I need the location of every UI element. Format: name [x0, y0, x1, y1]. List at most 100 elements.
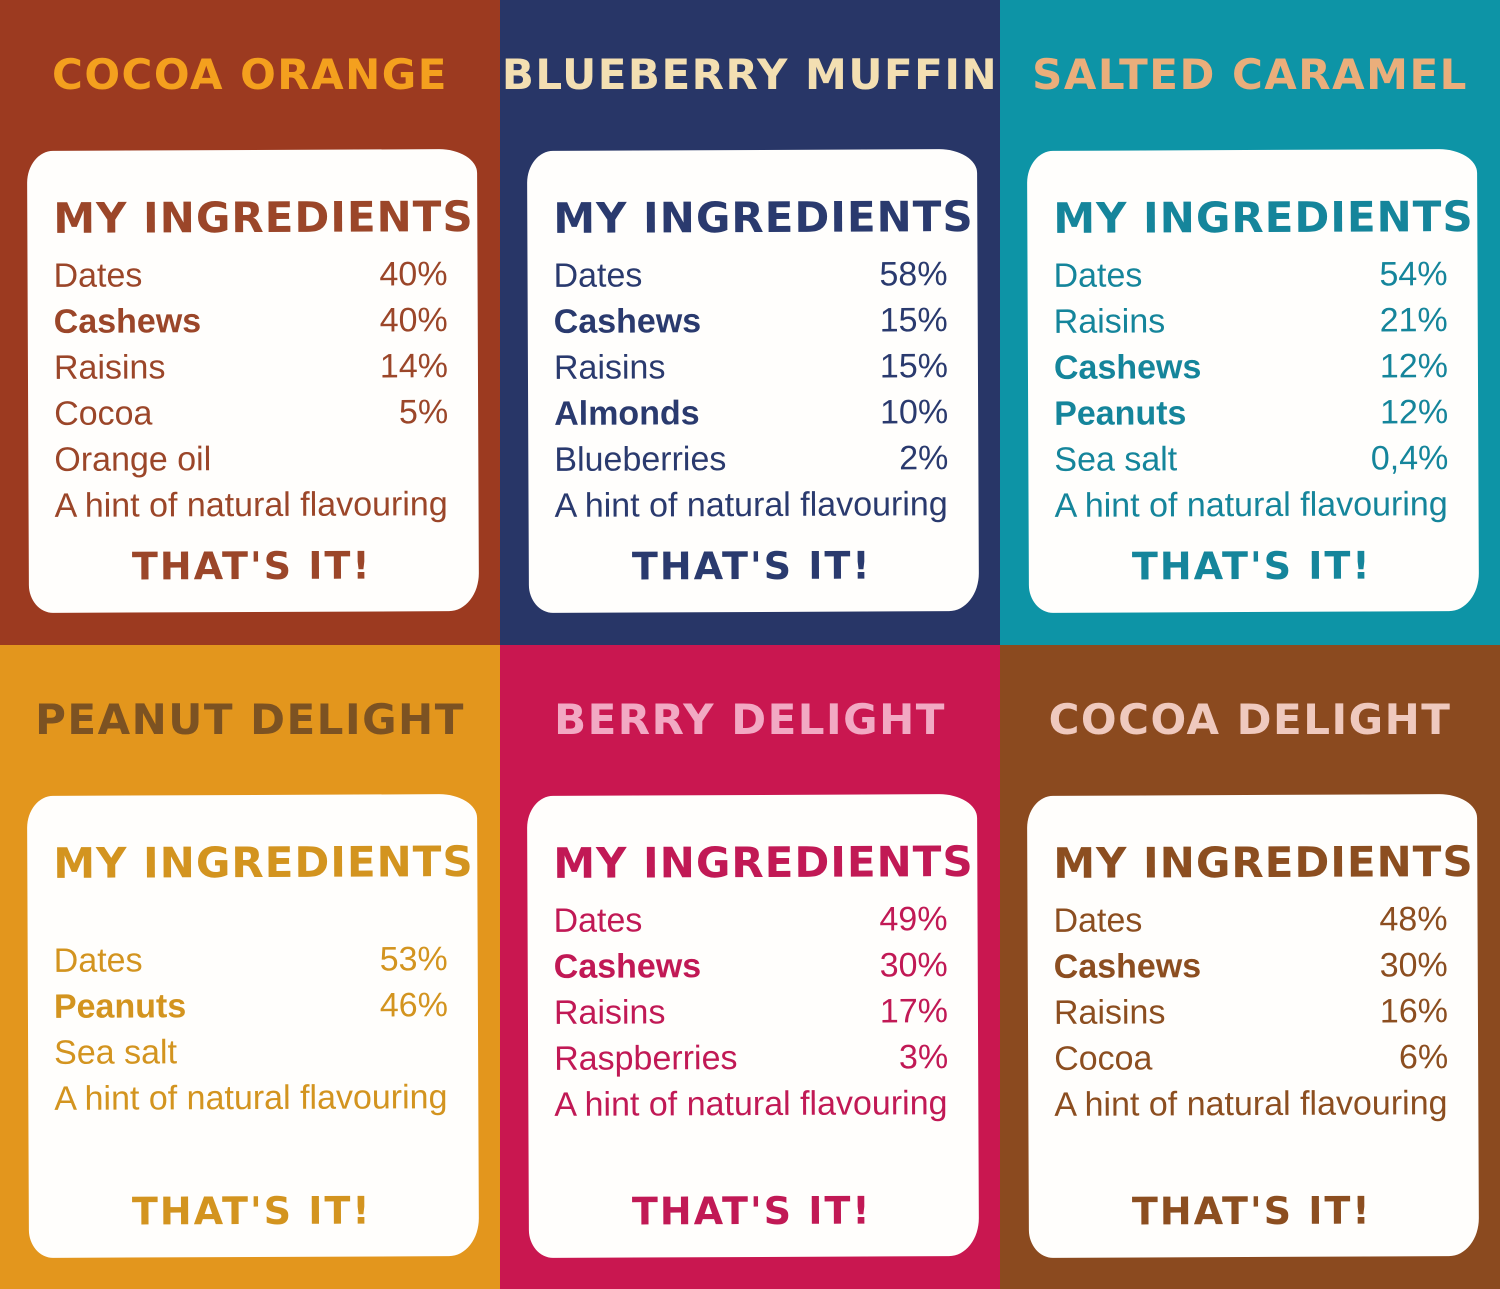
ingredient-row: Cashews 12% — [1054, 343, 1448, 391]
flavor-title: SALTED CARAMEL — [1032, 50, 1468, 99]
heading-gap — [53, 896, 447, 938]
ingredients-card: MY INGREDIENTS Dates 54% Raisins 21% Cas… — [1026, 149, 1480, 613]
ingredient-amount: 54% — [1379, 255, 1448, 294]
ingredient-name: Orange oil — [54, 440, 212, 480]
ingredient-row: Peanuts 12% — [1054, 389, 1448, 437]
ingredient-amount: 30% — [1379, 945, 1448, 985]
ingredient-row: A hint of natural flavouring — [554, 481, 948, 529]
ingredient-row: A hint of natural flavouring — [1054, 481, 1448, 529]
ingredient-name: Cashews — [53, 302, 202, 342]
ingredient-amount: 15% — [879, 301, 948, 340]
ingredient-row: A hint of natural flavouring — [54, 1074, 448, 1122]
closing-text: THAT'S IT! — [131, 1188, 372, 1234]
flavor-title: PEANUT DELIGHT — [35, 694, 465, 744]
ingredient-row: Dates 53% — [54, 936, 448, 984]
ingredient-row: Dates 48% — [1053, 896, 1447, 944]
ingredient-list: Dates 49% Cashews 30% Raisins 17% Raspbe… — [553, 896, 948, 1128]
flavor-panel-peanut-delight: PEANUT DELIGHT MY INGREDIENTS Dates 53% … — [0, 644, 500, 1289]
ingredient-row: Peanuts 46% — [54, 982, 448, 1030]
ingredient-list: Dates 54% Raisins 21% Cashews 12% Peanut… — [1053, 251, 1448, 529]
ingredient-name: Cocoa — [54, 394, 153, 434]
closing-text: THAT'S IT! — [631, 1188, 872, 1234]
closing-text: THAT'S IT! — [631, 543, 872, 589]
ingredient-name: Almonds — [554, 394, 700, 434]
ingredients-heading: MY INGREDIENTS — [553, 836, 974, 888]
ingredient-row: Orange oil — [54, 435, 448, 483]
ingredient-row: Dates 40% — [53, 251, 447, 299]
ingredient-amount: 48% — [1379, 899, 1448, 939]
ingredient-row: A hint of natural flavouring — [554, 1080, 948, 1128]
ingredient-name: Dates — [1053, 256, 1143, 296]
ingredient-amount: 49% — [879, 899, 948, 939]
ingredient-row: Raisins 15% — [554, 343, 948, 391]
ingredient-name: Dates — [53, 256, 143, 296]
ingredient-amount: 21% — [1379, 301, 1448, 340]
ingredient-amount: 12% — [1379, 393, 1449, 432]
ingredient-amount: 17% — [879, 991, 949, 1031]
closing-text: THAT'S IT! — [1131, 543, 1372, 589]
ingredient-row: Cashews 15% — [554, 297, 948, 345]
ingredient-amount: 10% — [879, 393, 949, 432]
ingredient-amount: 53% — [379, 939, 448, 979]
ingredient-row: A hint of natural flavouring — [54, 481, 448, 529]
ingredient-name: A hint of natural flavouring — [1054, 485, 1448, 526]
ingredient-row: Raisins 17% — [554, 988, 948, 1036]
ingredient-amount: 3% — [898, 1037, 949, 1077]
ingredient-name: Peanuts — [53, 987, 187, 1026]
ingredient-row: Raspberries 3% — [554, 1034, 948, 1082]
ingredient-amount: 30% — [879, 945, 948, 985]
ingredients-heading: MY INGREDIENTS — [1053, 192, 1474, 243]
flavor-panel-berry-delight: BERRY DELIGHT MY INGREDIENTS Dates 49% C… — [500, 644, 1000, 1289]
ingredients-card: MY INGREDIENTS Dates 40% Cashews 40% Rai… — [26, 149, 480, 613]
ingredient-amount: 0,4% — [1370, 439, 1449, 478]
flavor-panel-salted-caramel: SALTED CARAMEL MY INGREDIENTS Dates 54% … — [1000, 0, 1500, 645]
closing-text: THAT'S IT! — [1131, 1188, 1372, 1234]
ingredient-name: Raisins — [553, 348, 666, 388]
ingredient-row: Almonds 10% — [554, 389, 948, 437]
closing-text: THAT'S IT! — [131, 543, 372, 589]
ingredients-card: MY INGREDIENTS Dates 48% Cashews 30% Rai… — [1026, 793, 1480, 1258]
ingredient-row: Raisins 21% — [1054, 297, 1448, 345]
ingredients-card: MY INGREDIENTS Dates 49% Cashews 30% Rai… — [526, 793, 980, 1258]
ingredient-row: Sea salt — [54, 1028, 448, 1076]
ingredient-name: Peanuts — [1054, 394, 1187, 434]
ingredient-name: Raspberries — [554, 1038, 738, 1078]
ingredient-name: Cashews — [553, 302, 702, 342]
ingredient-name: Raisins — [553, 993, 666, 1032]
ingredient-row: Dates 54% — [1053, 251, 1447, 299]
ingredient-list: Dates 40% Cashews 40% Raisins 14% Cocoa … — [53, 251, 448, 529]
ingredient-row: Cashews 30% — [554, 942, 948, 990]
ingredient-amount: 6% — [1398, 1037, 1449, 1077]
ingredient-amount: 58% — [879, 255, 948, 294]
ingredient-name: Sea salt — [54, 1033, 178, 1072]
ingredient-amount: 40% — [379, 301, 448, 340]
ingredient-name: Cashews — [1053, 947, 1202, 986]
flavor-title: BLUEBERRY MUFFIN — [501, 50, 999, 99]
ingredient-name: A hint of natural flavouring — [1054, 1083, 1448, 1124]
ingredient-row: Raisins 14% — [54, 343, 448, 391]
ingredient-name: Cashews — [1053, 348, 1202, 388]
ingredient-row: Dates 49% — [553, 896, 947, 944]
ingredient-name: A hint of natural flavouring — [54, 1077, 448, 1118]
flavor-title: BERRY DELIGHT — [554, 694, 946, 744]
flavor-panel-cocoa-delight: COCOA DELIGHT MY INGREDIENTS Dates 48% C… — [1000, 644, 1500, 1289]
ingredients-heading: MY INGREDIENTS — [553, 192, 974, 243]
ingredient-name: Dates — [53, 941, 143, 980]
ingredient-row: Cashews 40% — [54, 297, 448, 345]
ingredients-heading: MY INGREDIENTS — [1053, 836, 1474, 888]
ingredient-amount: 2% — [899, 439, 949, 478]
ingredients-card: MY INGREDIENTS Dates 58% Cashews 15% Rai… — [526, 149, 980, 613]
ingredient-row: Blueberries 2% — [554, 435, 948, 483]
ingredient-row: Sea salt 0,4% — [1054, 435, 1448, 483]
ingredient-name: Cashews — [553, 947, 702, 986]
ingredients-card: MY INGREDIENTS Dates 53% Peanuts 46% Sea… — [26, 793, 480, 1258]
ingredient-name: Raisins — [1053, 993, 1166, 1032]
ingredient-amount: 12% — [1379, 347, 1449, 386]
ingredient-name: Dates — [1053, 901, 1143, 940]
flavor-panel-cocoa-orange: COCOA ORANGE MY INGREDIENTS Dates 40% Ca… — [0, 0, 500, 645]
ingredient-amount: 15% — [879, 347, 949, 386]
ingredients-heading: MY INGREDIENTS — [53, 836, 474, 888]
ingredient-amount: 46% — [379, 985, 448, 1025]
ingredient-name: A hint of natural flavouring — [554, 1083, 948, 1124]
